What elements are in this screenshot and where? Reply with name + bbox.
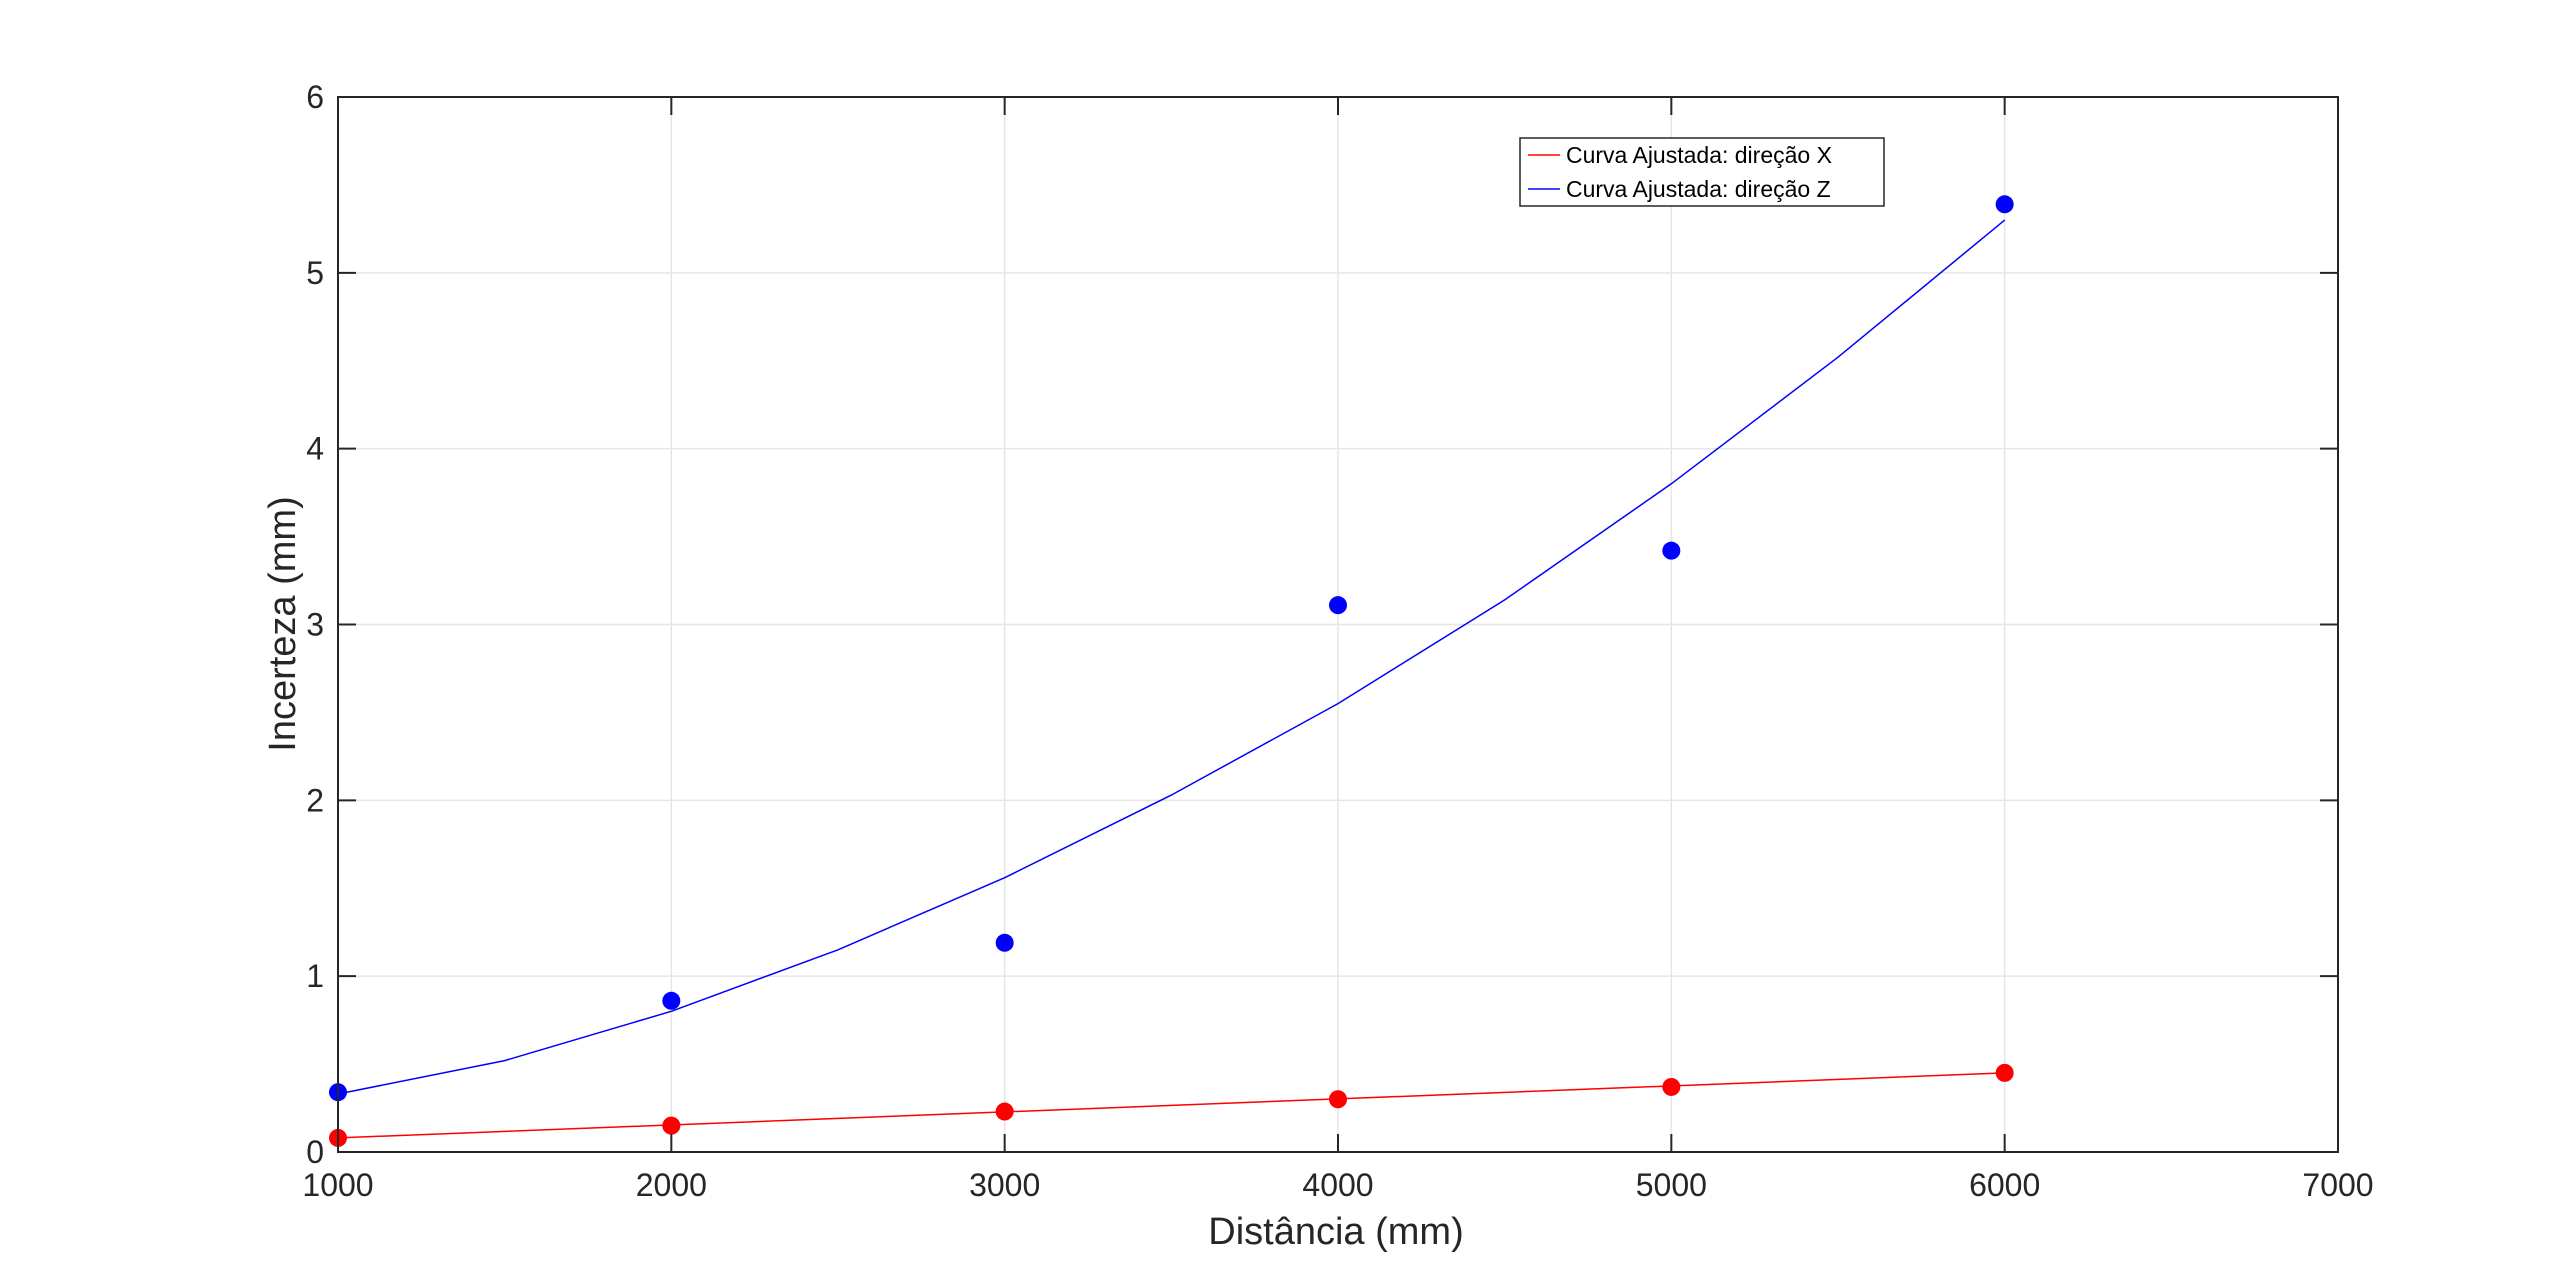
legend-box [1519, 137, 1885, 207]
data-point-direcao-x [662, 1116, 681, 1135]
legend: Curva Ajustada: direção X Curva Ajustada… [1519, 137, 1885, 207]
axis-ticks [337, 96, 2339, 1153]
x-tick-label: 1000 [302, 1167, 373, 1203]
y-tick-label: 4 [306, 431, 324, 467]
y-tick-label: 5 [306, 255, 324, 291]
data-point-direcao-x [1329, 1090, 1347, 1109]
x-tick-label: 2000 [636, 1167, 707, 1203]
y-tick-label: 2 [306, 782, 324, 818]
fit-curves [337, 219, 2006, 1139]
data-point-direcao-x [995, 1102, 1014, 1121]
y-tick-label: 3 [306, 607, 324, 643]
legend-label-direcao-z: Curva Ajustada: direção Z [1566, 176, 1831, 202]
data-point-direcao-z [1329, 596, 1347, 615]
y-tick-labels: 0 1 2 3 4 5 6 [306, 79, 324, 1170]
data-point-direcao-z [1995, 195, 2014, 214]
y-tick-label: 0 [306, 1134, 324, 1170]
data-points [329, 195, 2014, 1147]
x-tick-label: 4000 [1302, 1167, 1373, 1203]
x-axis-title: Distância (mm) [1208, 1211, 1463, 1253]
data-point-direcao-x [1662, 1077, 1681, 1096]
x-tick-labels: 1000 2000 3000 4000 5000 6000 7000 [302, 1167, 2373, 1203]
data-point-direcao-x [1995, 1063, 2014, 1082]
y-axis-title: Incerteza (mm) [262, 496, 304, 751]
fit-curve-direcao-z [337, 219, 2006, 1095]
y-tick-label: 6 [306, 79, 324, 115]
x-tick-label: 7000 [2302, 1167, 2373, 1203]
x-tick-label: 5000 [1636, 1167, 1707, 1203]
data-point-direcao-z [995, 933, 1014, 952]
legend-label-direcao-x: Curva Ajustada: direção X [1566, 142, 1832, 168]
data-point-direcao-z [1662, 541, 1681, 560]
fit-curve-direcao-x [337, 1072, 2005, 1139]
x-tick-label: 6000 [1969, 1167, 2040, 1203]
y-tick-label: 1 [306, 958, 324, 994]
x-tick-label: 3000 [969, 1167, 1040, 1203]
data-point-direcao-z [662, 991, 681, 1010]
